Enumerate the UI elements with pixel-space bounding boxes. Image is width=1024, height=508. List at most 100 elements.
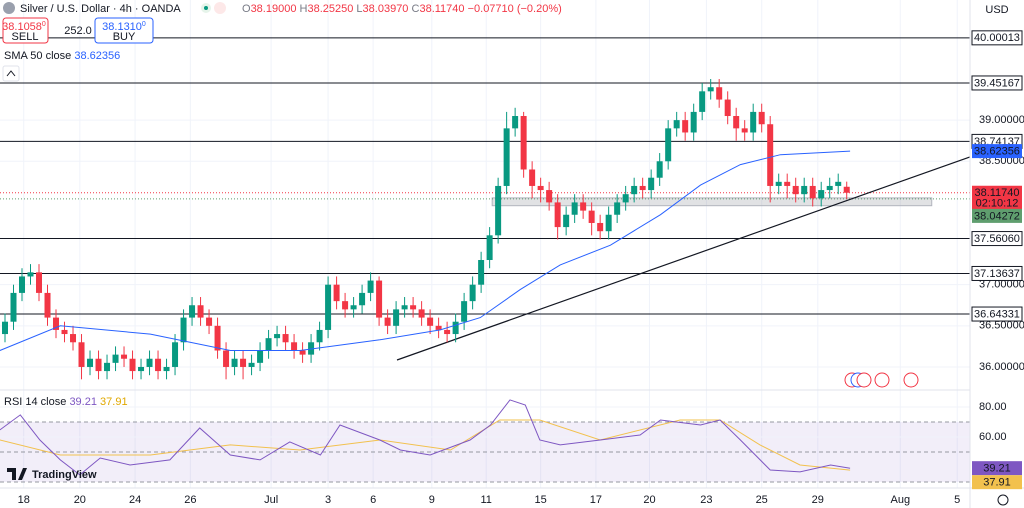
candle-body [274,334,281,339]
symbol-title: Silver / U.S. Dollar · 4h · OANDA [20,3,181,15]
x-tick-label: 20 [74,494,86,506]
level-label: 39.45167 [974,77,1020,89]
candle-body [665,128,672,162]
buy-price[interactable]: 38.13100 [102,21,146,33]
symbol-icon [3,2,15,14]
candle-body [758,111,765,125]
sell-button[interactable] [2,17,49,44]
currency[interactable]: USD [985,4,1008,16]
rsi-line [0,399,851,476]
candle-body [44,292,51,318]
candle-body [78,342,85,367]
candle-body [146,358,153,367]
status-icon [214,2,226,14]
sell-price[interactable]: 38.10580 [2,21,46,33]
candle-body [248,362,255,367]
candle-body [529,169,536,186]
level-label-box [971,306,1023,322]
candle-body [121,354,128,359]
candle-body [223,350,230,367]
event-flag[interactable] [903,372,919,388]
candle-body [818,190,825,199]
candle-body [129,358,136,372]
candle-body [537,185,544,191]
candle-body [308,342,315,355]
candle-body [724,99,731,117]
event-flags[interactable] [844,372,919,388]
candle-body [707,87,714,92]
rsi-ma-legend-value: 37.91 [100,396,128,408]
candle-body [631,185,638,195]
buy-label[interactable]: BUY [113,31,136,43]
candle-body [682,120,689,133]
candle-body [333,284,340,302]
candle-body [427,317,434,326]
level-label: 36.64331 [974,308,1020,320]
event-flag[interactable] [856,372,872,388]
sma-legend: SMA 50 close 38.62356 [4,50,120,62]
candle-body [197,305,204,318]
candle-body [61,329,68,335]
candle-body [359,292,366,306]
candle-body [325,284,332,330]
candle-body [1,321,8,335]
settings-icon[interactable] [997,494,1009,506]
candle-body [690,111,697,133]
sell-price-sup[interactable]: 0 [42,21,46,28]
candle-body [656,161,663,178]
candle-body [342,301,349,310]
x-tick-label: 24 [129,494,141,506]
rsi-legend: RSI 14 close 39.21 37.91 [4,396,128,408]
trendline [396,156,971,361]
candle-body [605,214,612,232]
candle-body [282,334,289,343]
last-price-box [972,185,1022,210]
candle-body [597,222,604,232]
candle-body [554,202,561,228]
candle-body [36,272,43,293]
ohlc-value: 38.11740 [419,3,464,15]
candle-body [138,366,145,372]
x-tick-label: 23 [700,494,712,506]
collapse-button[interactable] [2,65,20,82]
candle-body [384,317,391,326]
candle-body [291,342,298,351]
ohlc-change: −0.07710 (−0.20%) [468,3,562,15]
rsi-value-label: 39.21 [983,463,1011,475]
candle-body [843,186,850,193]
buy-price-main[interactable]: 38.1310 [102,21,142,33]
candle-body [767,124,774,186]
sma-legend-name: SMA 50 close [4,50,71,62]
candle-body [206,317,213,326]
y-tick-label: 38.50000 [979,155,1024,167]
candle-body [265,338,272,351]
candle-body [580,202,587,211]
sma-label-box [972,144,1022,159]
spread: 252.0 [64,25,92,37]
rsi-tick-label: 80.00 [979,401,1007,413]
x-tick-label: Jul [264,494,278,506]
candle-body [716,87,723,100]
buy-price-sup[interactable]: 0 [142,21,146,28]
candle-body [648,177,655,191]
x-tick-label: 26 [184,494,196,506]
candle-body [299,350,306,355]
candle-body [27,272,34,277]
candle-body [418,309,425,318]
rsi-tick-label: 60.00 [979,431,1007,443]
level-label: 40.00013 [974,32,1020,44]
bid-box [972,208,1022,223]
event-flag[interactable] [874,372,890,388]
candle-body [461,301,468,322]
candle-body [376,280,383,318]
candle-body [563,214,570,228]
sell-label[interactable]: SELL [12,31,39,43]
rsi-legend-value: 39.21 [69,396,97,408]
sell-price-main[interactable]: 38.1058 [2,21,42,33]
buy-button[interactable] [94,17,154,44]
bid-label: 38.04272 [974,210,1020,222]
collapse-icon[interactable] [6,70,16,77]
x-tick-label: 6 [370,494,376,506]
candle-body [155,358,162,372]
